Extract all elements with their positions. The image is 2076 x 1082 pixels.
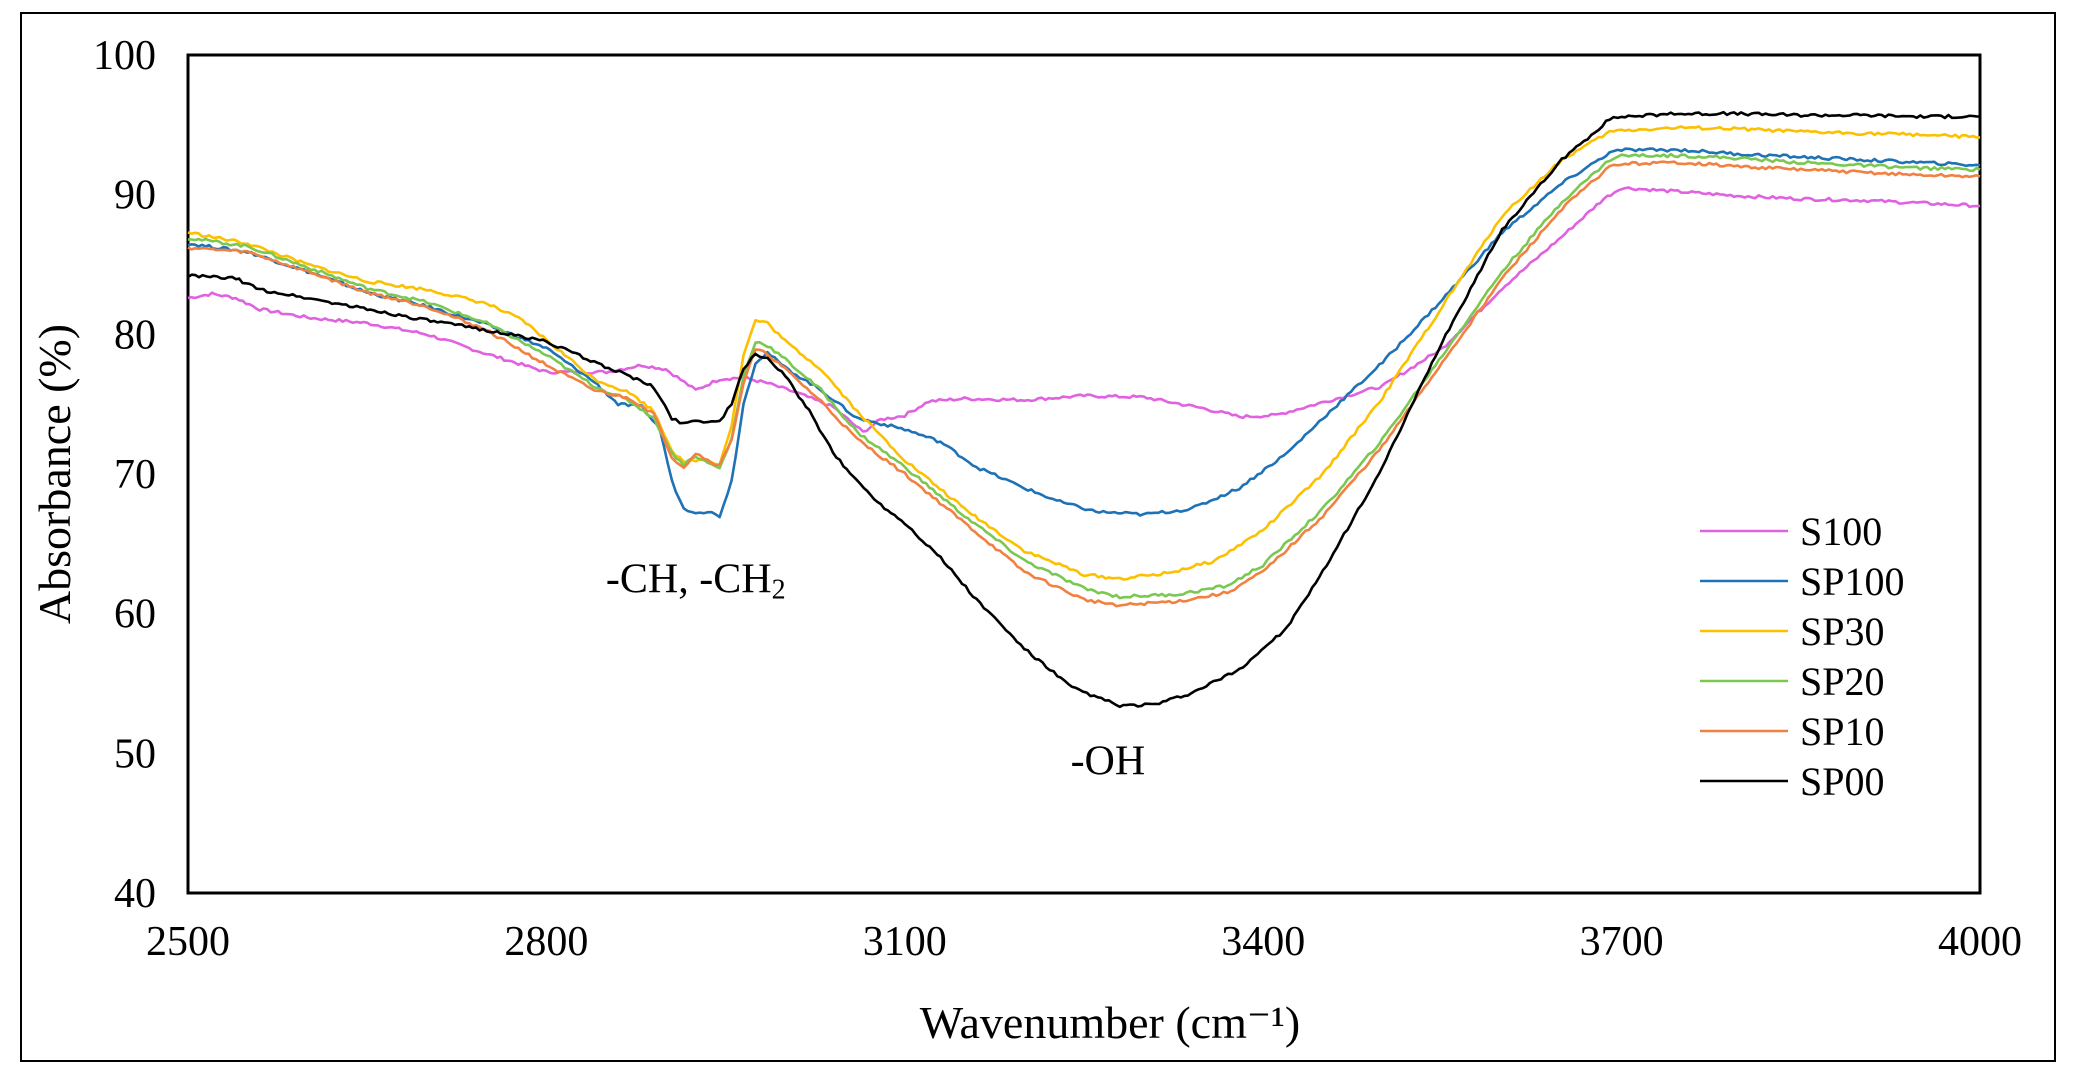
y-tick-label: 60	[114, 592, 156, 638]
x-tick-label: 3400	[1221, 919, 1305, 965]
x-axis-title: Wavenumber (cm⁻¹)	[920, 997, 1301, 1048]
series-line-sp00	[187, 110, 1981, 709]
x-tick-label: 3100	[863, 919, 947, 965]
annotation-subscript: 2	[772, 575, 786, 606]
annotation-label: -CH, -CH2	[606, 557, 786, 606]
y-tick-label: 70	[114, 452, 156, 498]
annotations: -CH, -CH2 -OH	[606, 557, 1145, 785]
x-tick-label: 3700	[1580, 919, 1664, 965]
series-line-sp100	[187, 147, 1981, 519]
legend-label-sp30: SP30	[1800, 609, 1885, 654]
series-line-sp30	[187, 125, 1981, 581]
y-tick-label: 100	[93, 33, 156, 79]
legend: S100 SP100 SP30 SP20 SP10 SP00	[1700, 509, 1905, 804]
series-layer	[187, 110, 1981, 709]
legend-label-sp10: SP10	[1800, 709, 1885, 754]
figure-frame	[20, 12, 2056, 1062]
series-line-sp20	[187, 152, 1981, 600]
x-tick-label: 2800	[504, 919, 588, 965]
x-tick-labels: 2500 2800 3100 3400 3700 4000	[146, 919, 2022, 965]
x-tick-label: 4000	[1938, 919, 2022, 965]
x-tick-label: 2500	[146, 919, 230, 965]
y-tick-labels: 40 50 60 70 80 90 100	[93, 33, 156, 917]
series-line-sp10	[187, 160, 1981, 608]
plot-area	[186, 53, 1982, 895]
y-axis-title: Absorbance (%)	[29, 324, 80, 624]
y-tick-label: 40	[114, 871, 156, 917]
y-tick-label: 50	[114, 731, 156, 777]
annotation-text: -CH, -CH	[606, 557, 772, 603]
legend-label-sp100: SP100	[1800, 559, 1905, 604]
series-line-s100	[187, 186, 1981, 433]
y-tick-label: 80	[114, 312, 156, 358]
legend-label-s100: S100	[1800, 509, 1882, 554]
legend-label-sp00: SP00	[1800, 759, 1885, 804]
annotation-text: -OH	[1071, 738, 1146, 784]
legend-label-sp20: SP20	[1800, 659, 1885, 704]
annotation-label: -OH	[1071, 738, 1146, 784]
y-tick-label: 90	[114, 173, 156, 219]
